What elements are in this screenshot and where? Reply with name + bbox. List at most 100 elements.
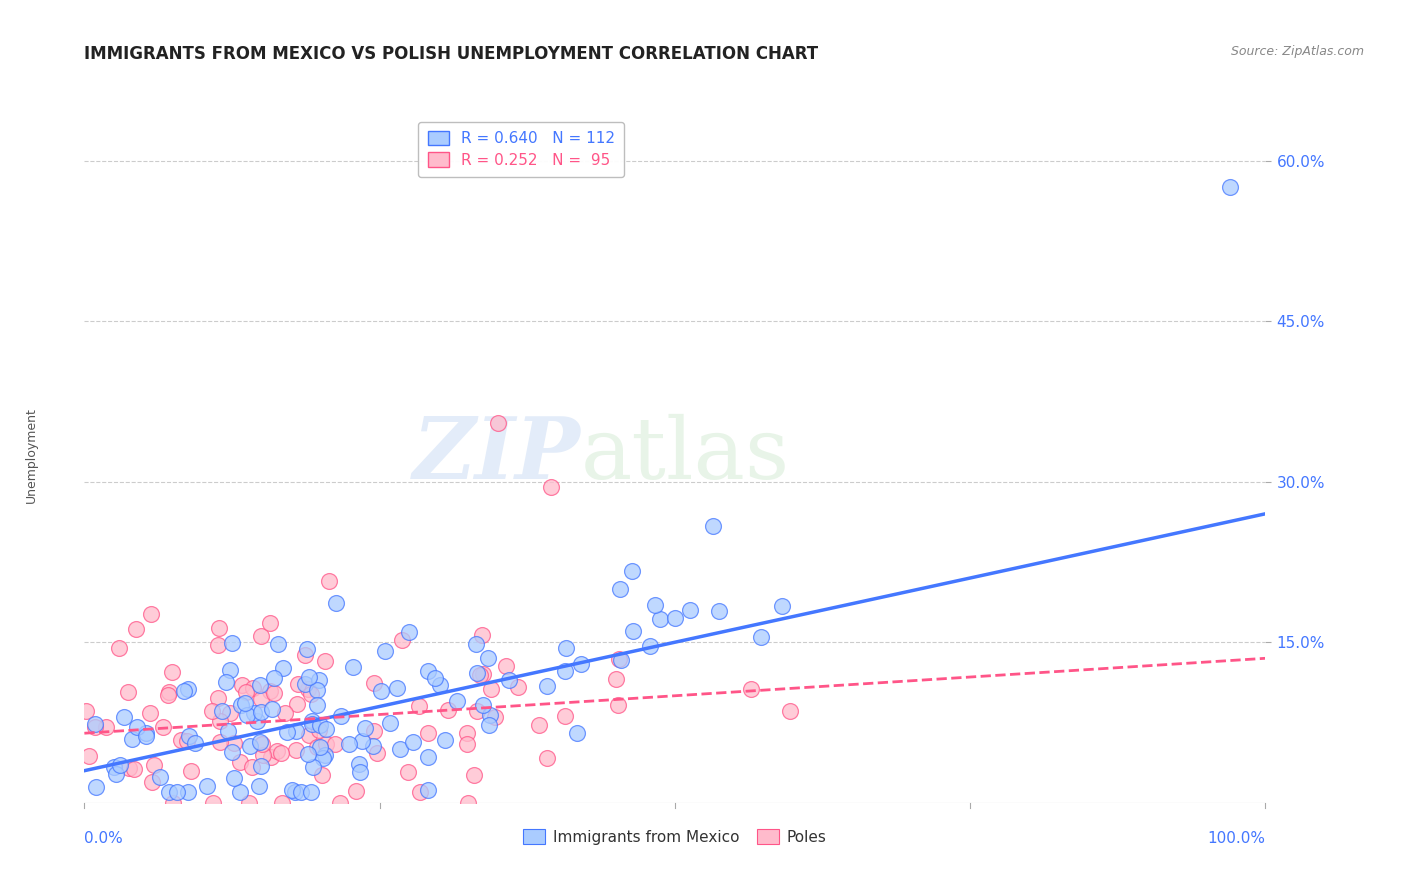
Point: [117, 685, 139, 699]
Point: [249, 678, 271, 692]
Point: [416, 750, 439, 764]
Point: [219, 663, 242, 677]
Point: [305, 698, 328, 713]
Point: [478, 718, 501, 732]
Point: [309, 740, 332, 755]
Point: [472, 667, 495, 681]
Point: [554, 664, 576, 678]
Point: [401, 735, 423, 749]
Point: [464, 637, 486, 651]
Point: [209, 714, 232, 729]
Point: [337, 737, 360, 751]
Point: [346, 784, 368, 798]
Point: [463, 768, 485, 782]
Point: [495, 659, 517, 673]
Point: [229, 785, 252, 799]
Text: IMMIGRANTS FROM MEXICO VS POLISH UNEMPLOYMENT CORRELATION CHART: IMMIGRANTS FROM MEXICO VS POLISH UNEMPLO…: [84, 45, 818, 62]
Point: [409, 785, 432, 799]
Point: [173, 683, 195, 698]
Point: [325, 596, 347, 610]
Point: [135, 726, 157, 740]
Point: [607, 652, 630, 666]
Point: [536, 751, 558, 765]
Point: [298, 727, 321, 741]
Point: [229, 756, 252, 770]
Point: [83, 719, 105, 733]
Point: [302, 760, 325, 774]
Text: Source: ZipAtlas.com: Source: ZipAtlas.com: [1230, 45, 1364, 58]
Point: [295, 642, 318, 657]
Point: [249, 759, 271, 773]
Point: [170, 733, 193, 747]
Point: [349, 756, 371, 771]
Point: [104, 767, 127, 781]
Point: [149, 770, 172, 784]
Point: [529, 718, 551, 732]
Text: Unemployment: Unemployment: [25, 407, 38, 503]
Point: [307, 739, 329, 754]
Point: [565, 726, 588, 740]
Point: [707, 604, 730, 618]
Point: [125, 721, 148, 735]
Point: [664, 611, 686, 625]
Point: [363, 723, 385, 738]
Point: [648, 612, 671, 626]
Point: [176, 733, 198, 747]
Text: ZIP: ZIP: [412, 413, 581, 497]
Point: [84, 716, 107, 731]
Point: [554, 709, 576, 723]
Point: [388, 742, 411, 756]
Point: [301, 717, 323, 731]
Point: [274, 706, 297, 721]
Point: [609, 582, 631, 596]
Point: [177, 785, 200, 799]
Point: [285, 743, 308, 757]
Point: [222, 736, 245, 750]
Point: [77, 748, 100, 763]
Point: [263, 672, 285, 686]
Point: [84, 780, 107, 794]
Point: [285, 724, 308, 739]
Point: [159, 785, 181, 799]
Point: [498, 673, 520, 688]
Point: [353, 721, 375, 735]
Point: [208, 735, 231, 749]
Point: [141, 775, 163, 789]
Point: [142, 758, 165, 772]
Point: [290, 785, 312, 799]
Point: [299, 785, 322, 799]
Point: [391, 632, 413, 647]
Point: [281, 783, 304, 797]
Point: [103, 759, 125, 773]
Point: [312, 751, 335, 765]
Point: [246, 714, 269, 729]
Point: [342, 659, 364, 673]
Point: [96, 720, 118, 734]
Point: [471, 698, 494, 713]
Point: [536, 680, 558, 694]
Point: [276, 725, 298, 739]
Point: [262, 701, 284, 715]
Point: [211, 704, 233, 718]
Point: [569, 657, 592, 672]
Point: [183, 736, 205, 750]
Point: [478, 707, 501, 722]
Point: [215, 675, 238, 690]
Point: [135, 729, 157, 743]
Point: [477, 650, 499, 665]
Point: [305, 683, 328, 698]
Point: [308, 673, 330, 688]
Point: [156, 688, 179, 702]
Point: [121, 732, 143, 747]
Point: [779, 704, 801, 718]
Point: [180, 764, 202, 778]
Point: [201, 704, 224, 718]
Point: [207, 638, 229, 652]
Point: [259, 615, 281, 630]
Point: [157, 685, 180, 699]
Point: [370, 684, 392, 698]
Point: [247, 779, 270, 793]
Point: [75, 704, 97, 718]
Point: [423, 671, 446, 685]
Point: [486, 416, 509, 430]
